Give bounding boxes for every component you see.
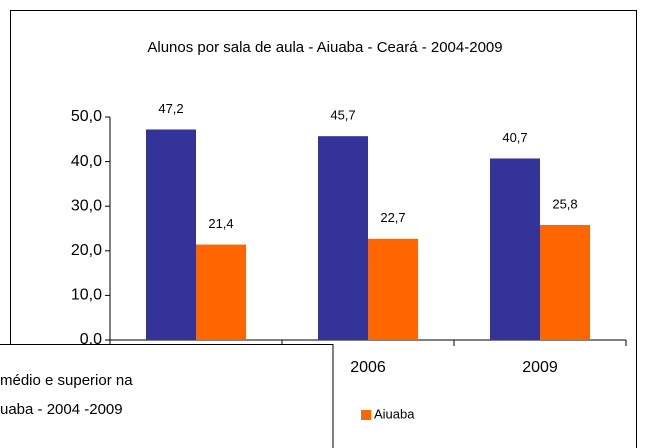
data-label: 40,7 (502, 130, 527, 145)
legend-label: Aiuaba (374, 406, 415, 421)
data-label: 47,2 (158, 101, 183, 116)
legend-swatch (361, 410, 371, 420)
chart-title: Alunos por sala de aula - Aiuaba - Ceará… (147, 39, 502, 56)
bar (196, 244, 246, 340)
y-tick-label: 50,0 (71, 108, 102, 125)
x-tick-label: 2009 (522, 359, 558, 376)
x-tick-label: 2006 (350, 359, 386, 376)
overlay-box (0, 344, 334, 448)
y-tick-label: 10,0 (71, 287, 102, 304)
y-tick-label: 20,0 (71, 242, 102, 259)
bar (490, 158, 540, 340)
bar (318, 136, 368, 340)
data-label: 21,4 (208, 216, 233, 231)
overlay-text: uaba - 2004 -2009 (0, 401, 123, 418)
bar (540, 224, 590, 340)
bar (146, 129, 196, 340)
data-label: 45,7 (330, 108, 355, 123)
y-tick-label: 30,0 (71, 197, 102, 214)
y-tick-label: 40,0 (71, 153, 102, 170)
y-tick-label: 0,0 (80, 331, 102, 348)
data-label: 25,8 (552, 196, 577, 211)
overlay-text: médio e superior na (0, 372, 133, 389)
data-label: 22,7 (380, 210, 405, 225)
bar (368, 238, 418, 340)
